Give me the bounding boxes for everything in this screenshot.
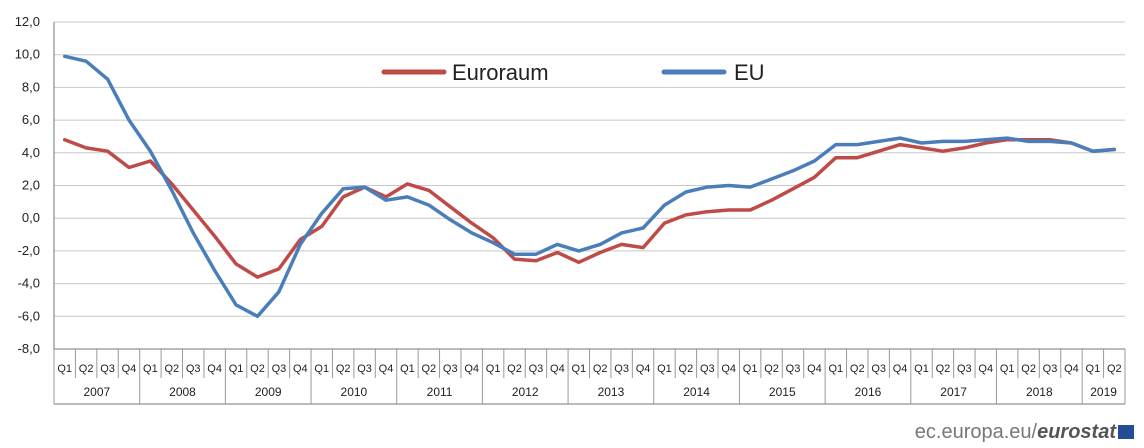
x-tick-label: Q4 bbox=[636, 363, 651, 375]
year-label: 2009 bbox=[255, 385, 282, 399]
x-tick-label: Q2 bbox=[422, 363, 437, 375]
x-tick-label: Q1 bbox=[400, 363, 415, 375]
eu-flag-icon bbox=[1118, 425, 1134, 439]
x-tick-label: Q1 bbox=[571, 363, 586, 375]
x-tick-label: Q4 bbox=[122, 363, 137, 375]
source-site: ec.europa.eu/ bbox=[914, 421, 1038, 443]
series-line-euroraum bbox=[62, 137, 1117, 279]
x-tick-label: Q2 bbox=[764, 363, 779, 375]
x-tick-label: Q4 bbox=[978, 363, 993, 375]
x-tick-label: Q4 bbox=[807, 363, 822, 375]
x-tick-label: Q4 bbox=[550, 363, 565, 375]
x-tick-label: Q4 bbox=[893, 363, 908, 375]
x-tick-label: Q2 bbox=[507, 363, 522, 375]
x-tick-label: Q2 bbox=[79, 363, 94, 375]
y-tick-label: 12,0 bbox=[15, 14, 40, 29]
x-tick-label: Q3 bbox=[700, 363, 715, 375]
x-tick-label: Q1 bbox=[314, 363, 329, 375]
y-tick-label: 8,0 bbox=[22, 79, 40, 94]
x-tick-label: Q1 bbox=[657, 363, 672, 375]
x-tick-label: Q1 bbox=[486, 363, 501, 375]
year-label: 2013 bbox=[598, 385, 625, 399]
x-tick-label: Q1 bbox=[828, 363, 843, 375]
x-tick-label: Q3 bbox=[443, 363, 458, 375]
year-label: 2014 bbox=[683, 385, 710, 399]
y-tick-label: 10,0 bbox=[15, 47, 40, 62]
x-tick-label: Q3 bbox=[272, 363, 287, 375]
y-tick-label: -8,0 bbox=[18, 341, 40, 356]
x-tick-label: Q3 bbox=[786, 363, 801, 375]
y-tick-label: 4,0 bbox=[22, 145, 40, 160]
x-tick-label: Q2 bbox=[936, 363, 951, 375]
source-footer: ec.europa.eu/eurostat bbox=[915, 421, 1134, 444]
x-tick-label: Q2 bbox=[336, 363, 351, 375]
series-line-eu bbox=[62, 54, 1117, 319]
x-tick-label: Q1 bbox=[143, 363, 158, 375]
x-tick-label: Q2 bbox=[1107, 363, 1122, 375]
gridlines bbox=[54, 21, 1125, 350]
year-label: 2012 bbox=[512, 385, 539, 399]
year-label: 2015 bbox=[769, 385, 796, 399]
y-tick-label: -6,0 bbox=[18, 308, 40, 323]
x-tick-label: Q3 bbox=[529, 363, 544, 375]
year-label: 2010 bbox=[341, 385, 368, 399]
x-tick-label: Q1 bbox=[57, 363, 72, 375]
x-tick-label: Q4 bbox=[721, 363, 736, 375]
legend: Euroraum EU bbox=[381, 60, 765, 85]
year-label: 2007 bbox=[83, 385, 110, 399]
x-axis: Q1 Q2 Q3 Q4 Q1 Q2 Q3 Q4 Q1 Q2 Q3 Q4 Q1 Q2 Q3 Q4 Q1 Q2 Q3 Q4… bbox=[53, 348, 1126, 405]
year-label: 2017 bbox=[940, 385, 967, 399]
year-label: 2019 bbox=[1090, 385, 1117, 399]
x-tick-label: Q3 bbox=[357, 363, 372, 375]
x-tick-label: Q1 bbox=[914, 363, 929, 375]
x-tick-label: Q1 bbox=[229, 363, 244, 375]
legend-label: Euroraum bbox=[452, 60, 549, 85]
x-tick-label: Q3 bbox=[1043, 363, 1058, 375]
x-tick-label: Q2 bbox=[679, 363, 694, 375]
y-tick-label: -2,0 bbox=[18, 243, 40, 258]
year-label: 2016 bbox=[855, 385, 882, 399]
y-tick-label: 2,0 bbox=[22, 178, 40, 193]
y-tick-label: -4,0 bbox=[18, 276, 40, 291]
x-tick-label: Q1 bbox=[743, 363, 758, 375]
year-label: 2018 bbox=[1026, 385, 1053, 399]
x-tick-label: Q2 bbox=[850, 363, 865, 375]
x-tick-label: Q3 bbox=[100, 363, 115, 375]
series-lines bbox=[62, 54, 1117, 319]
year-label: 2011 bbox=[427, 385, 453, 399]
x-tick-label: Q3 bbox=[957, 363, 972, 375]
x-tick-label: Q4 bbox=[379, 363, 394, 375]
year-label: 2008 bbox=[169, 385, 196, 399]
x-tick-label: Q3 bbox=[871, 363, 886, 375]
x-tick-label: Q3 bbox=[614, 363, 629, 375]
x-tick-label: Q2 bbox=[164, 363, 179, 375]
source-brand: eurostat bbox=[1037, 421, 1116, 443]
x-tick-label: Q4 bbox=[207, 363, 222, 375]
x-tick-label: Q2 bbox=[593, 363, 608, 375]
x-tick-label: Q4 bbox=[464, 363, 479, 375]
y-axis: 12,0 10,0 8,0 6,0 4,0 2,0 0,0 -2,0 -4,0 -6,0 -8,0 bbox=[15, 14, 55, 404]
y-tick-label: 6,0 bbox=[22, 112, 40, 127]
x-tick-label: Q1 bbox=[1086, 363, 1101, 375]
x-tick-label: Q4 bbox=[293, 363, 308, 375]
y-tick-label: 0,0 bbox=[22, 210, 40, 225]
x-tick-label: Q1 bbox=[1000, 363, 1015, 375]
x-tick-label: Q3 bbox=[186, 363, 201, 375]
x-tick-label: Q2 bbox=[250, 363, 265, 375]
x-tick-label: Q2 bbox=[1021, 363, 1036, 375]
x-tick-label: Q4 bbox=[1064, 363, 1079, 375]
legend-label: EU bbox=[734, 60, 765, 85]
